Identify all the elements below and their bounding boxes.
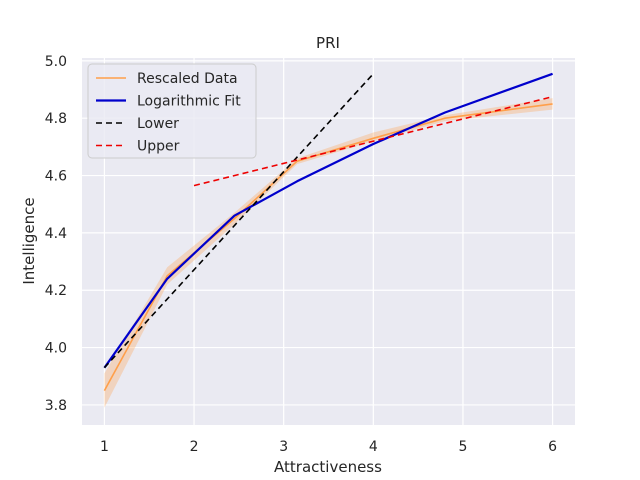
x-tick-label: 3 (279, 439, 288, 455)
series-line (103, 72, 553, 369)
legend-label: Lower (137, 116, 179, 132)
y-tick-label: 3.8 (45, 398, 67, 414)
y-axis-label: Intelligence (20, 197, 38, 284)
x-tick-labels: 1 2 3 4 5 6 (100, 439, 557, 455)
x-tick-label: 6 (548, 439, 557, 455)
x-tick-label: 2 (190, 439, 199, 455)
series-lines (103, 72, 553, 391)
legend-label: Logarithmic Fit (137, 94, 241, 110)
x-tick-label: 1 (100, 439, 109, 455)
x-tick-label: 5 (458, 439, 467, 455)
y-tick-label: 5.0 (45, 54, 67, 70)
series-line (103, 103, 553, 391)
y-tick-labels: 3.8 4.0 4.2 4.4 4.6 4.8 5.0 (45, 54, 67, 414)
legend-label: Upper (137, 139, 180, 155)
legend-box (87, 63, 257, 159)
legend-label: Rescaled Data (137, 71, 238, 87)
series-line (103, 73, 374, 369)
y-tick-label: 4.0 (45, 341, 67, 357)
grid (82, 58, 575, 425)
y-tick-label: 4.6 (45, 169, 67, 185)
series-line (193, 95, 553, 187)
y-tick-label: 4.2 (45, 283, 67, 299)
legend: Rescaled Data Logarithmic Fit Lower Upper (87, 63, 257, 159)
chart-title: PRI (316, 34, 340, 52)
y-tick-label: 4.8 (45, 111, 67, 127)
x-tick-label: 4 (369, 439, 378, 455)
x-axis-label: Attractiveness (274, 458, 382, 476)
y-tick-label: 4.4 (45, 226, 67, 242)
